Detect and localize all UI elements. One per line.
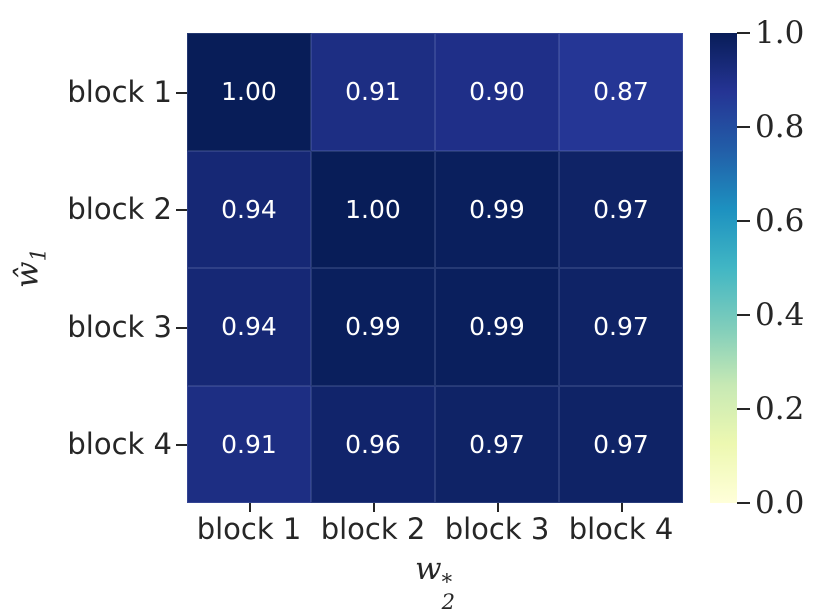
heatmap-cell: 0.94	[187, 268, 311, 386]
x-axis-label-superscript: *	[441, 570, 453, 594]
colorbar-tick-mark	[737, 502, 750, 504]
heatmap-cell-value: 0.97	[469, 429, 525, 459]
colorbar-tick-label: 0.6	[755, 203, 805, 239]
heatmap-cell: 1.00	[187, 33, 311, 151]
y-axis-label-base: ŵ	[9, 261, 46, 288]
heatmap-plot-area: 1.00 0.91 0.90 0.87 0.94 1.00 0.99 0.97 0.94 0.99…	[187, 33, 683, 503]
x-tick-mark	[621, 503, 623, 512]
y-axis-label-subscript: 1	[26, 248, 51, 262]
heatmap-cell: 0.90	[435, 33, 559, 151]
colorbar-tick-label: 0.4	[755, 297, 805, 333]
colorbar-tick-mark	[737, 220, 750, 222]
x-axis-label: w * 2	[187, 551, 683, 613]
x-tick-label: block 2	[320, 512, 426, 546]
heatmap-cell: 0.99	[435, 150, 559, 268]
y-tick-label: block 3	[67, 309, 172, 344]
x-tick-mark	[497, 503, 499, 512]
x-tick-mark	[249, 503, 251, 512]
heatmap-cell: 0.96	[311, 385, 435, 503]
y-tick-mark	[176, 327, 187, 329]
heatmap-cell-value: 1.00	[221, 77, 277, 107]
x-axis-label-scripts: * 2	[441, 570, 455, 614]
x-axis-tick-labels: block 1 block 2 block 3 block 4	[187, 512, 683, 546]
x-tick-label: block 3	[444, 512, 550, 546]
y-axis-label: ŵ1	[10, 248, 51, 288]
x-tick-mark	[373, 503, 375, 512]
heatmap-cell-value: 0.90	[469, 77, 525, 107]
colorbar-tick-label: 1.0	[755, 15, 805, 51]
heatmap-cell-value: 0.99	[345, 312, 401, 342]
heatmap-cell-value: 0.87	[593, 77, 649, 107]
x-axis-label-base: w	[415, 551, 442, 587]
colorbar	[710, 33, 737, 503]
heatmap-cell: 0.97	[559, 150, 683, 268]
heatmap-cell-value: 0.97	[593, 194, 649, 224]
colorbar-tick-mark	[737, 32, 750, 34]
x-axis-label-subscript: 2	[441, 589, 455, 614]
heatmap-cell-value: 0.94	[221, 312, 277, 342]
colorbar-tick-mark	[737, 126, 750, 128]
y-tick-mark	[176, 209, 187, 211]
colorbar-tick-label: 0.8	[755, 109, 805, 145]
colorbar-tick-label: 0.0	[755, 485, 805, 521]
colorbar-tick-mark	[737, 408, 750, 410]
heatmap-cell-value: 1.00	[345, 194, 401, 224]
colorbar-tick-label: 0.2	[755, 391, 805, 427]
y-tick-label: block 2	[67, 192, 172, 227]
colorbar-tick-mark	[737, 314, 750, 316]
heatmap-cell: 0.99	[311, 268, 435, 386]
heatmap-cell: 0.87	[559, 33, 683, 151]
heatmap-cell-value: 0.97	[593, 312, 649, 342]
x-tick-label: block 4	[568, 512, 674, 546]
x-tick-label: block 1	[196, 512, 302, 546]
y-tick-mark	[176, 92, 187, 94]
y-tick-label: block 4	[67, 427, 172, 462]
heatmap-cell: 0.99	[435, 268, 559, 386]
y-tick-label: block 1	[67, 74, 172, 109]
heatmap-cell: 0.97	[559, 268, 683, 386]
heatmap-cell-value: 0.96	[345, 429, 401, 459]
y-axis-tick-labels: block 1 block 2 block 3 block 4	[0, 33, 172, 503]
heatmap-cell: 0.91	[187, 385, 311, 503]
heatmap-cell: 0.91	[311, 33, 435, 151]
y-tick-mark	[176, 444, 187, 446]
heatmap-cell: 0.94	[187, 150, 311, 268]
heatmap-cell-value: 0.97	[593, 429, 649, 459]
heatmap-cell: 0.97	[435, 385, 559, 503]
heatmap-cell-value: 0.99	[469, 194, 525, 224]
heatmap-cell: 1.00	[311, 150, 435, 268]
heatmap-cell-value: 0.91	[221, 429, 277, 459]
heatmap-cell-value: 0.91	[345, 77, 401, 107]
heatmap-cell-value: 0.99	[469, 312, 525, 342]
heatmap-cell: 0.97	[559, 385, 683, 503]
heatmap-cell-value: 0.94	[221, 194, 277, 224]
